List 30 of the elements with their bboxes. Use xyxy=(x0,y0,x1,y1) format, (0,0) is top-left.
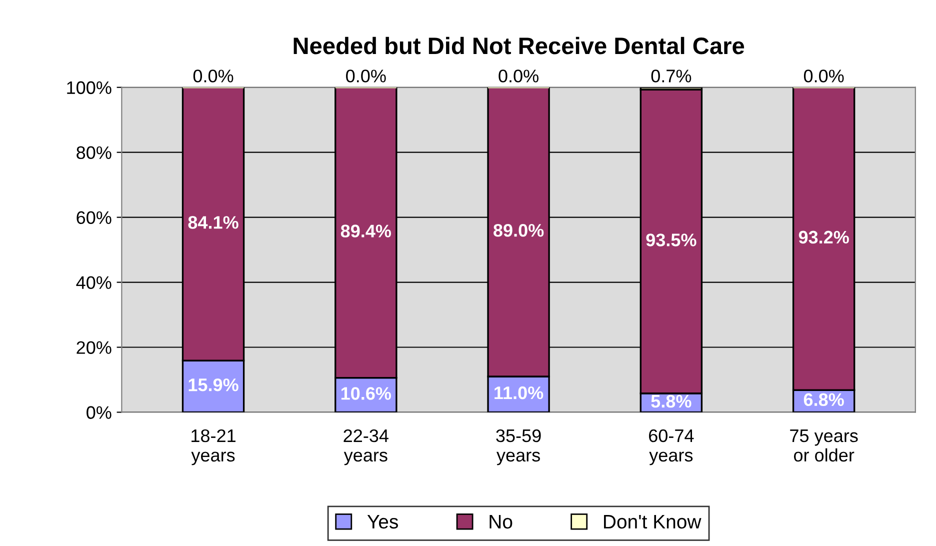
y-tick-label: 100% xyxy=(67,81,112,94)
data-label: 0.0% xyxy=(498,70,538,82)
legend-label: No xyxy=(490,515,512,529)
x-tick-label: 22-34 years xyxy=(344,429,388,466)
data-label: 93.2% xyxy=(798,230,849,244)
data-label: 89.0% xyxy=(494,224,544,237)
y-tick-label: 0% xyxy=(86,406,112,419)
data-label: 15.9% xyxy=(188,378,238,392)
x-tick-label: 60-74 years xyxy=(649,429,694,466)
data-label: 10.6% xyxy=(341,387,392,400)
x-tick-label: 75 years or older xyxy=(790,430,858,462)
x-tick-label: 18-21 years xyxy=(191,429,236,466)
data-label: 89.4% xyxy=(340,224,392,238)
data-label: 5.8% xyxy=(651,394,692,408)
data-label: 0.0% xyxy=(346,70,386,82)
data-label: 6.8% xyxy=(804,393,844,406)
legend-label: Yes xyxy=(367,515,398,529)
data-label: 0.0% xyxy=(193,70,234,82)
data-label: 84.1% xyxy=(188,216,238,229)
y-tick-label: 20% xyxy=(76,341,112,354)
y-tick-label: 80% xyxy=(76,146,112,160)
data-label: 93.5% xyxy=(646,234,696,246)
data-label: 0.0% xyxy=(804,70,844,82)
chart-title: Needed but Did Not Receive Dental Care xyxy=(294,36,744,54)
x-tick-label: 35-59 years xyxy=(496,429,541,466)
data-label: 11.0% xyxy=(494,386,544,400)
legend-label: Don't Know xyxy=(604,515,702,529)
y-tick-label: 40% xyxy=(76,276,112,289)
y-tick-label: 60% xyxy=(76,211,112,224)
data-label: 0.7% xyxy=(651,70,692,82)
